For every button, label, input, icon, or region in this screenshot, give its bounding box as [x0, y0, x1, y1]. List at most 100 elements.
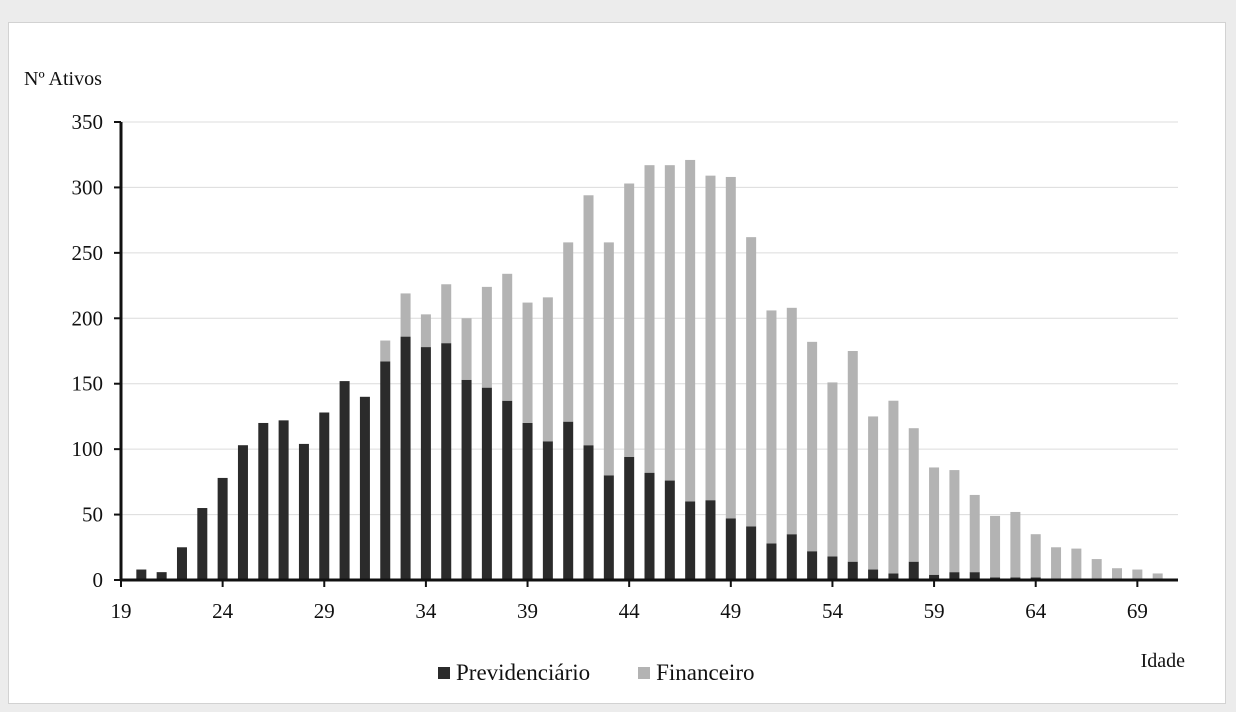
- x-tick-label: 44: [619, 599, 641, 623]
- bar: [583, 195, 594, 446]
- legend-item-financeiro: Financeiro: [638, 660, 754, 686]
- bar: [441, 343, 452, 580]
- x-axis-title: Idade: [1141, 650, 1186, 672]
- bar: [420, 347, 431, 580]
- bar: [969, 572, 980, 580]
- bar: [542, 441, 553, 580]
- y-tick-label: 150: [72, 372, 104, 396]
- bar: [319, 412, 330, 580]
- x-tick-labels: 19 24 29 34 39 44 49 54 59 64 69: [111, 580, 1148, 623]
- bar: [176, 547, 187, 580]
- bar: [807, 551, 818, 580]
- bar: [542, 297, 553, 442]
- bar: [807, 341, 818, 552]
- bar: [217, 477, 228, 580]
- x-tick-label: 69: [1127, 599, 1148, 623]
- chart-frame: [8, 22, 1226, 704]
- bar: [237, 445, 248, 580]
- bar: [359, 396, 370, 580]
- bar: [827, 556, 838, 580]
- bar: [827, 382, 838, 557]
- y-tick-label: 300: [72, 175, 104, 199]
- bar: [603, 242, 614, 476]
- bar: [786, 307, 797, 535]
- bar: [908, 561, 919, 580]
- y-tick-label: 50: [82, 503, 103, 527]
- bar: [766, 543, 777, 580]
- y-tick-labels: 0 50 100 150 200 250 300 350: [72, 110, 121, 592]
- bar: [380, 361, 391, 580]
- bar: [522, 422, 533, 580]
- bar: [1152, 573, 1163, 580]
- bar: [603, 475, 614, 580]
- bar: [400, 336, 411, 580]
- bar: [258, 422, 269, 580]
- bar: [725, 176, 736, 519]
- bar: [868, 569, 879, 580]
- bar: [1091, 559, 1102, 580]
- bar: [990, 515, 1001, 578]
- bar: [725, 518, 736, 580]
- bar: [705, 500, 716, 580]
- y-tick-label: 100: [72, 437, 104, 461]
- bar: [888, 573, 899, 580]
- bar: [461, 379, 472, 580]
- bar: [197, 508, 208, 580]
- bar: [481, 286, 492, 388]
- bar: [766, 310, 777, 544]
- x-tick-label: 49: [720, 599, 741, 623]
- bar: [136, 569, 147, 580]
- bar: [624, 183, 635, 457]
- bar: [278, 420, 289, 580]
- y-tick-label: 350: [72, 110, 104, 134]
- legend-label-financeiro: Financeiro: [656, 660, 755, 685]
- bar: [1071, 548, 1082, 580]
- bar: [929, 574, 940, 580]
- bar: [441, 284, 452, 344]
- bar: [746, 237, 757, 527]
- y-axis-title: Nº Ativos: [24, 68, 102, 90]
- bar: [1010, 511, 1021, 578]
- bar: [664, 165, 675, 481]
- x-tick-label: 29: [314, 599, 335, 623]
- bar: [685, 501, 696, 580]
- bar: [685, 159, 696, 502]
- bar: [1112, 568, 1123, 580]
- legend-label-previdenciario: Previdenciário: [456, 660, 591, 685]
- bar: [156, 572, 167, 580]
- bar: [644, 472, 655, 580]
- legend-item-previdenciario: Previdenciário: [438, 660, 590, 686]
- bar: [298, 443, 309, 580]
- x-tick-label: 59: [924, 599, 945, 623]
- y-tick-label: 250: [72, 241, 104, 265]
- bar: [563, 242, 574, 422]
- legend: Previdenciário Financeiro: [438, 660, 754, 686]
- x-tick-label: 24: [212, 599, 234, 623]
- legend-swatch-financeiro: [638, 667, 651, 679]
- bar: [969, 494, 980, 573]
- x-tick-label: 54: [822, 599, 844, 623]
- bar: [929, 467, 940, 575]
- bar: [786, 534, 797, 580]
- bar: [420, 314, 431, 348]
- x-tick-label: 64: [1025, 599, 1047, 623]
- bar: [1030, 534, 1041, 578]
- bar: [502, 273, 513, 401]
- bar: [502, 400, 513, 580]
- bar: [380, 340, 391, 362]
- bar: [563, 421, 574, 580]
- x-tick-label: 34: [415, 599, 437, 623]
- bar: [624, 456, 635, 580]
- bar: [339, 381, 350, 580]
- bar: [705, 175, 716, 501]
- bar: [481, 387, 492, 580]
- bar: [949, 572, 960, 580]
- legend-swatch-previdenciario: [438, 667, 450, 679]
- bar: [868, 416, 879, 570]
- bar: [746, 526, 757, 580]
- bar: [400, 293, 411, 337]
- bar: [644, 165, 655, 473]
- bar: [949, 470, 960, 573]
- bar: [522, 302, 533, 423]
